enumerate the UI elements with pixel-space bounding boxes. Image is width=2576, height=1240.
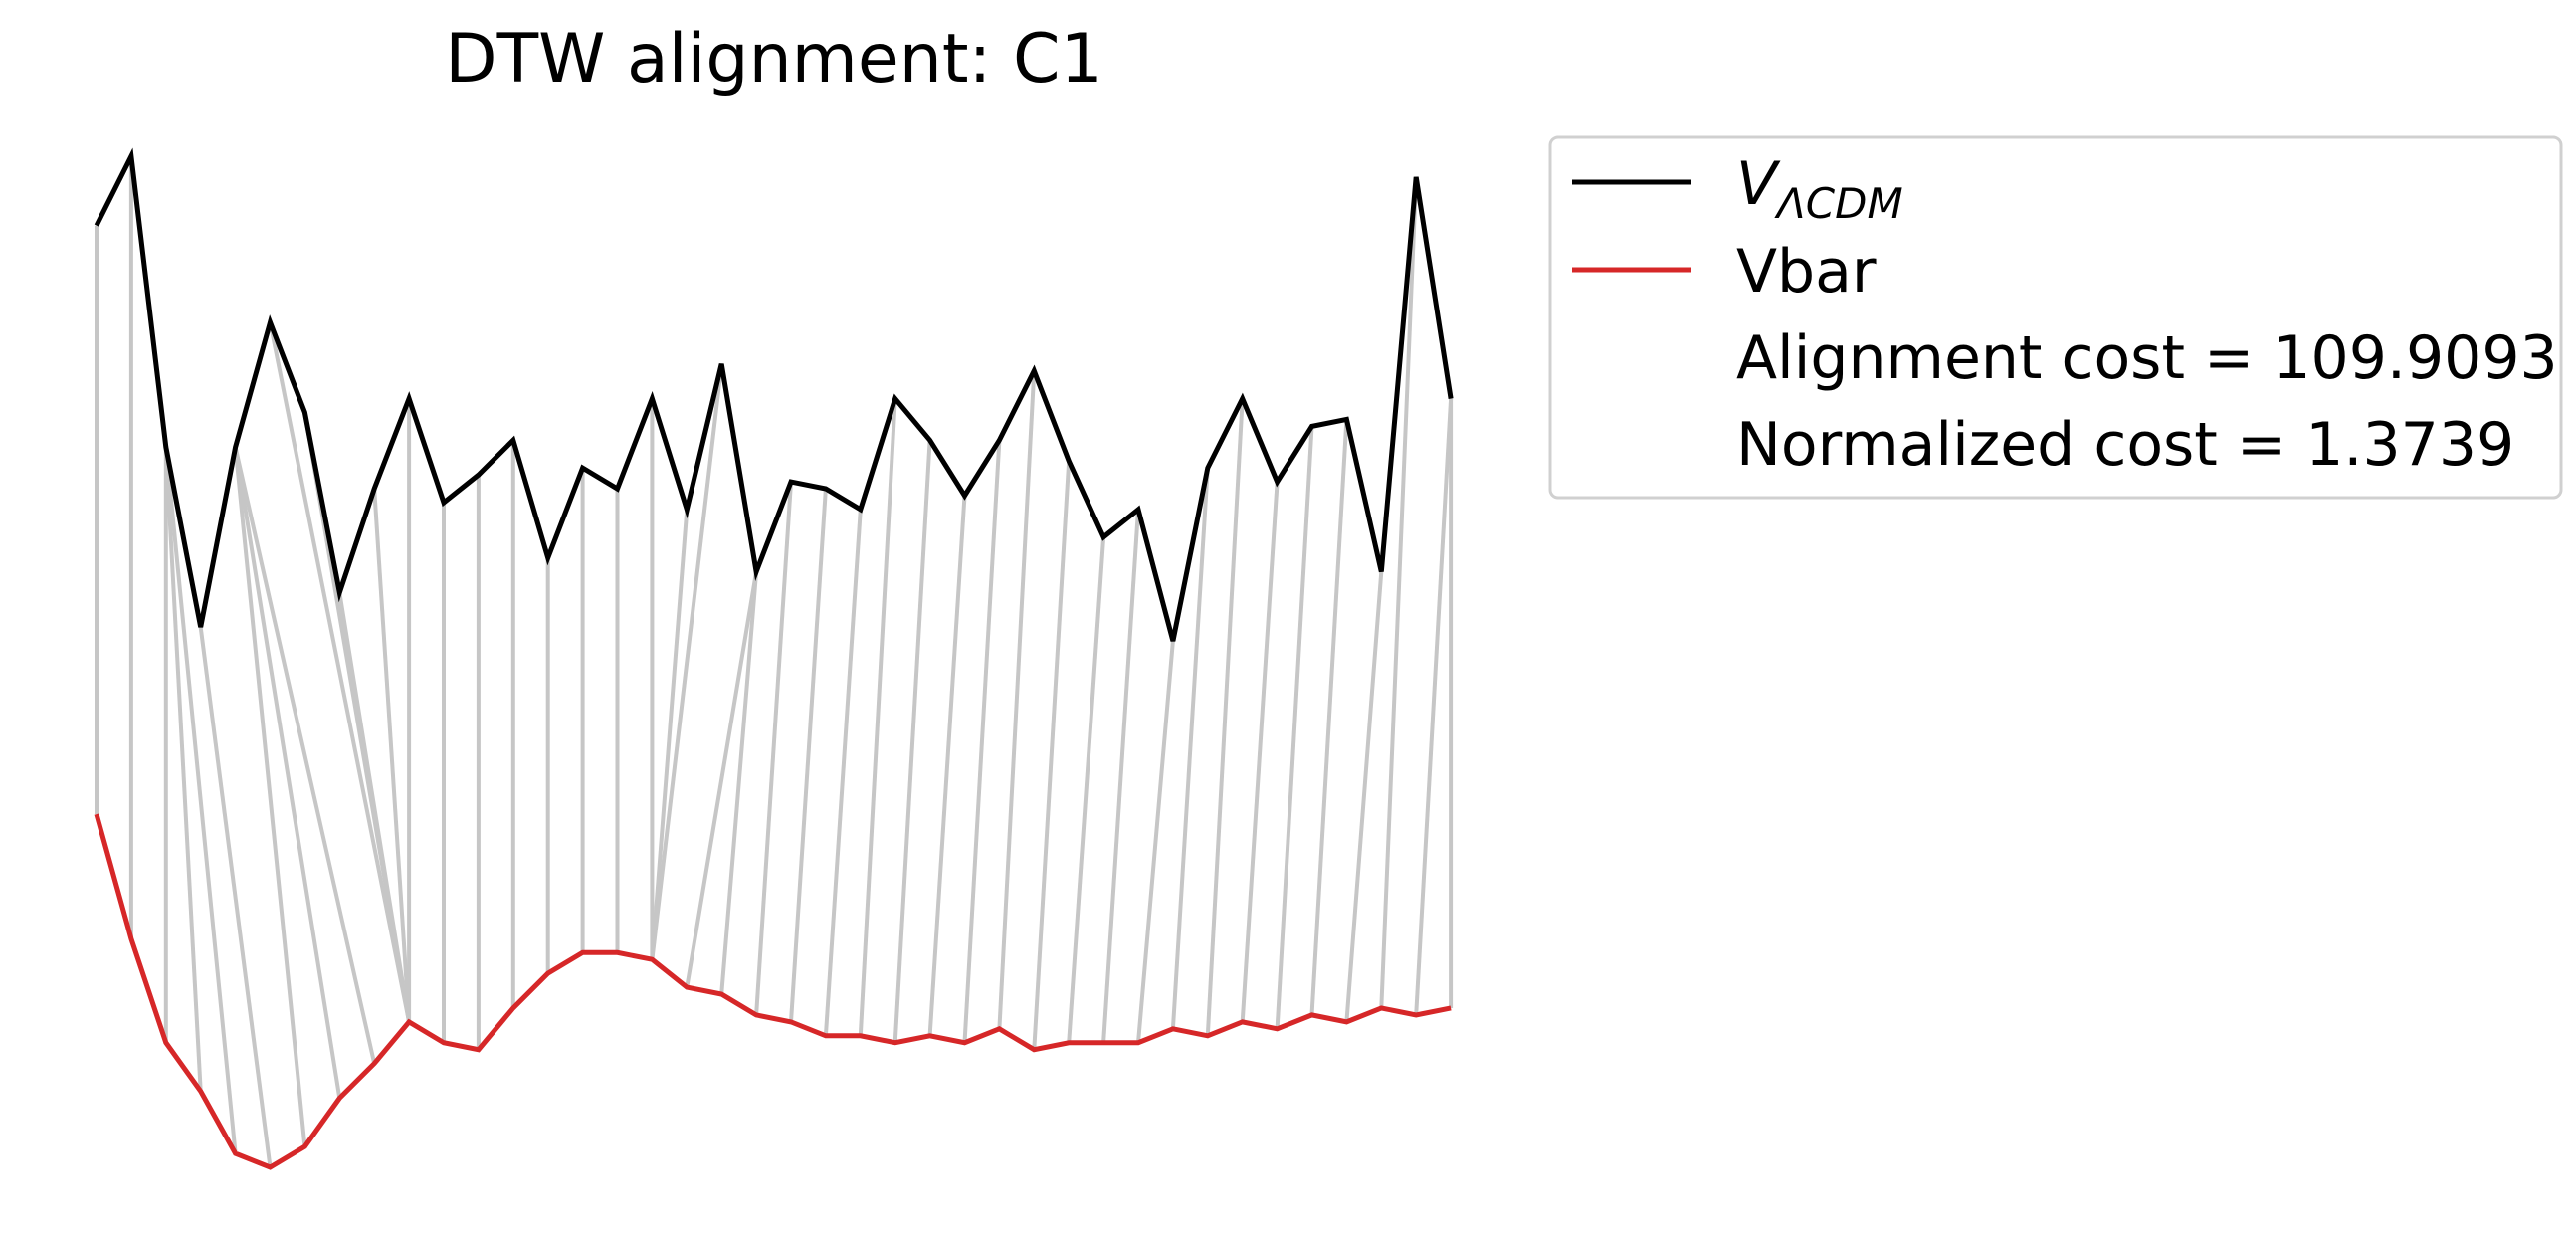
alignment-line-38 — [1205, 398, 1245, 1036]
alignment-line-43 — [1379, 176, 1419, 1009]
legend-label-vbar: Vbar — [1736, 237, 1877, 307]
alignment-line-40 — [1275, 426, 1314, 1029]
alignment-line-11 — [337, 592, 412, 1023]
alignment-line-7 — [233, 446, 342, 1099]
alignment-line-41 — [1309, 419, 1349, 1016]
alignment-line-33 — [1032, 461, 1072, 1050]
alignment-line-5 — [198, 626, 273, 1168]
alignment-line-29 — [892, 440, 932, 1043]
alignment-line-37 — [1170, 468, 1210, 1029]
alignment-line-23 — [685, 571, 759, 988]
chart-title: DTW alignment: C1 — [445, 20, 1103, 99]
alignment-line-6 — [233, 447, 307, 1147]
alignment-line-4 — [163, 447, 238, 1154]
alignment-line-8 — [233, 446, 377, 1065]
alignment-lines — [95, 156, 1454, 1168]
alignment-line-30 — [927, 495, 967, 1036]
alignment-line-9 — [268, 321, 412, 1023]
alignment-line-25 — [754, 481, 793, 1016]
legend-label-vlcdm-main: V — [1736, 149, 1781, 219]
alignment-line-26 — [789, 488, 828, 1022]
alignment-line-39 — [1240, 481, 1280, 1022]
alignment-line-35 — [1101, 509, 1140, 1043]
legend-label-alignment-cost: Alignment cost = 109.9093 — [1736, 323, 2558, 393]
alignment-line-21 — [650, 509, 690, 960]
alignment-line-28 — [858, 398, 897, 1036]
alignment-line-31 — [962, 440, 1002, 1043]
alignment-line-32 — [997, 370, 1037, 1029]
alignment-line-22 — [650, 363, 724, 960]
legend-label-vlcdm: VΛCDM — [1736, 149, 1903, 228]
alignment-line-36 — [1136, 640, 1175, 1043]
alignment-line-34 — [1067, 536, 1106, 1043]
alignment-line-24 — [719, 571, 759, 995]
alignment-line-44 — [1414, 398, 1454, 1016]
legend: VΛCDM Vbar Alignment cost = 109.9093 Nor… — [1548, 135, 2563, 500]
alignment-line-3 — [163, 447, 203, 1092]
series-line-vbar — [94, 813, 1452, 1170]
alignment-line-12 — [372, 488, 412, 1022]
alignment-line-42 — [1344, 571, 1384, 1023]
alignment-line-27 — [823, 509, 863, 1036]
series-lines — [94, 147, 1454, 1170]
legend-label-normalized-cost: Normalized cost = 1.3739 — [1736, 410, 2514, 480]
legend-label-vlcdm-sub: ΛCDM — [1774, 179, 1903, 228]
legend-frame — [1548, 135, 2563, 500]
series-line-vlcdm — [94, 147, 1454, 642]
